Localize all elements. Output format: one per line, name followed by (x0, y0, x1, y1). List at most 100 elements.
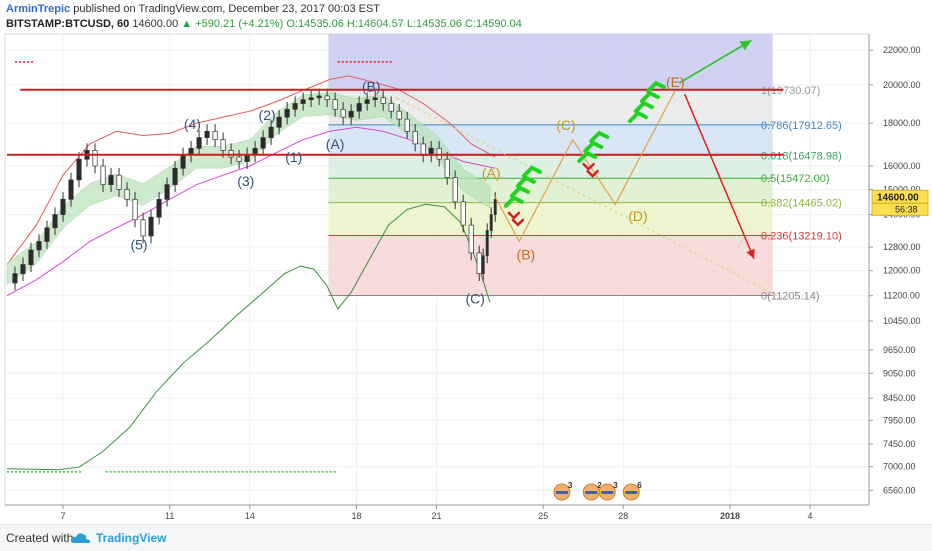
candle-body (260, 137, 266, 149)
lower-band-line (6, 126, 496, 297)
candle-body (100, 165, 106, 186)
projection-path[interactable] (494, 90, 676, 243)
red-chevron-icon (582, 162, 595, 171)
wave-label[interactable]: (3) (237, 173, 254, 189)
candle-body (364, 99, 370, 104)
candle-body (108, 174, 114, 186)
candle-body (12, 273, 18, 284)
candle-body (380, 97, 386, 104)
candle-body (481, 255, 485, 275)
fib-level-label: 0.618(16478.98) (761, 150, 842, 162)
price-change: +590.21 (+4.21%) (195, 18, 284, 30)
fib-level-label: 0.236(13219.10) (761, 230, 842, 242)
fib-extension-zone (328, 34, 773, 90)
candle-body (228, 150, 234, 158)
wave-label[interactable]: (4) (184, 116, 201, 132)
wave-label[interactable]: (A) (326, 136, 345, 152)
chart-header: ArminTrepic published on TradingView.com… (0, 0, 932, 34)
green-chevron-icon (589, 130, 610, 144)
candle-body (284, 108, 290, 118)
price-tick-label: 16000.00 (883, 161, 921, 171)
candle-body (132, 198, 138, 221)
fib-zone (328, 235, 773, 296)
candle-body (468, 224, 474, 254)
time-tick-label: 18 (351, 511, 361, 521)
wave-label[interactable]: (B) (362, 78, 381, 94)
wave-label[interactable]: (2) (259, 107, 276, 123)
green-arrow[interactable] (678, 39, 752, 84)
green-chevron-icon (645, 80, 666, 94)
candle-body (493, 198, 497, 215)
red-arrow[interactable] (683, 93, 755, 259)
candle-body (340, 108, 346, 118)
wave-label[interactable]: (C) (465, 290, 484, 306)
ema-ribbon (6, 92, 491, 286)
ohlc-line: BITSTAMP:BTCUSD, 60 14600.00 ▲ +590.21 (… (6, 18, 522, 30)
tradingview-cloud-icon (70, 533, 90, 543)
red-chevron-icon (586, 169, 599, 178)
price-tick-label: 15000.00 (883, 184, 921, 194)
price-tick-label: 11200.00 (883, 291, 920, 301)
trendline[interactable] (396, 97, 784, 300)
wave-label[interactable]: (5) (130, 236, 147, 252)
long-moving-average (6, 203, 491, 471)
event-flag-stripe (601, 491, 614, 494)
wave-label[interactable]: (C) (556, 117, 575, 133)
price-tick-label: 18000.00 (883, 118, 921, 128)
green-chevron-icon (503, 195, 524, 208)
candle-body (124, 189, 130, 200)
countdown-badge (871, 202, 929, 216)
wave-label[interactable]: (1) (285, 149, 302, 165)
wave-label[interactable]: (E) (666, 74, 685, 90)
price-tick-label: 7450.00 (883, 439, 916, 449)
red-chevron-icon (511, 218, 525, 227)
time-tick-label: 4 (808, 511, 813, 521)
event-flag-stripe (625, 491, 638, 494)
time-tick-label: 21 (432, 511, 442, 521)
candle-body (180, 154, 186, 169)
candle-body (332, 99, 338, 110)
fib-zone (328, 202, 773, 236)
drawings-layer[interactable]: (5) (4) (3) (2) (1) (A) (B) (C) (A) (B) (C) (D) (E) 3… (6, 39, 784, 501)
candle-body (485, 230, 489, 257)
red-chevron-icon (507, 211, 521, 220)
time-tick-label: 14 (245, 511, 255, 521)
green-chevron-icon (639, 90, 660, 104)
indicator-lines (6, 75, 496, 471)
price-tick-label: 12000.00 (883, 266, 921, 276)
fib-level-label: 0.786(17912.65) (761, 120, 842, 132)
fib-level-label: 0.5(15472.00) (761, 173, 830, 185)
green-chevron-icon (509, 185, 530, 198)
footer-bar: Created with TradingView (0, 524, 932, 551)
candle-body (220, 139, 226, 151)
time-axis[interactable]: 7 11 14 18 21 25 28 2018 4 (5, 504, 869, 521)
change-up-icon: ▲ (181, 18, 193, 30)
price-axis[interactable]: 22000.00 20000.00 18000.00 16000.00 15000.00… (868, 34, 929, 505)
wave-label[interactable]: (A) (482, 165, 501, 181)
candle-body (172, 167, 178, 186)
author-link[interactable]: ArminTrepic (6, 3, 71, 15)
wave-label[interactable]: (B) (517, 246, 536, 262)
candle-body (276, 116, 282, 128)
low-value: L:14535.06 (406, 18, 462, 30)
candle-body (412, 130, 418, 145)
candle-body (116, 174, 122, 190)
symbol-label[interactable]: BITSTAMP:BTCUSD, 60 (6, 18, 130, 30)
price-tick-label: 10450.00 (883, 316, 921, 326)
price-tick-label: 9050.00 (883, 368, 916, 378)
candle-body (20, 264, 26, 275)
countdown-label: 56:38 (895, 204, 918, 214)
fib-retracement[interactable]: 1(19730.07) 0.786(17912.65) 0.618(16478.98… (328, 34, 842, 303)
time-tick-label: 11 (165, 511, 174, 521)
price-series (12, 88, 497, 291)
tradingview-brand[interactable]: TradingView (96, 531, 167, 545)
candle-body (44, 227, 50, 242)
price-tick-label: 9650.00 (883, 345, 916, 355)
last-price: 14600.00 (132, 18, 179, 30)
candle-body (156, 198, 162, 218)
green-chevron-icon (633, 100, 654, 114)
candle-body (476, 252, 482, 275)
candle-body (420, 143, 426, 156)
wave-label[interactable]: (D) (628, 208, 647, 224)
